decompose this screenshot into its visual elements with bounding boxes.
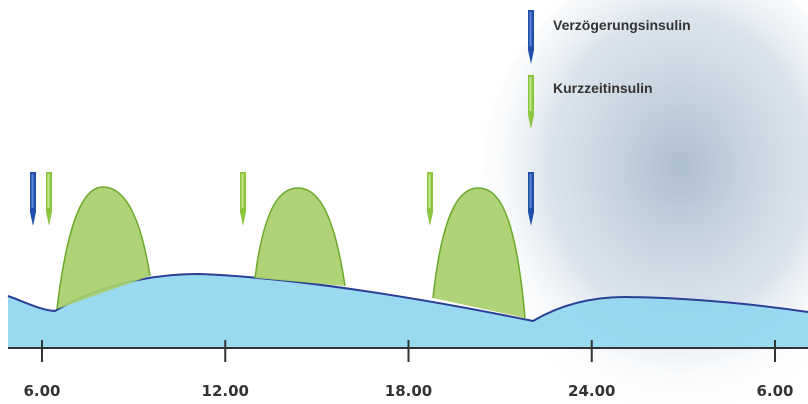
tick-label: 6.00: [23, 382, 60, 400]
pen-short-acting: [46, 172, 52, 226]
pen-short-acting: [427, 172, 433, 226]
bolus-curve: [255, 188, 345, 286]
diagram: Verzögerungsinsulin Kurzzeitinsulin 6.00…: [0, 0, 808, 404]
tick-label: 12.00: [202, 382, 249, 400]
tick-label: 18.00: [385, 382, 432, 400]
tick-label: 24.00: [568, 382, 615, 400]
pen-short-acting: [240, 172, 246, 226]
pen-long-acting: [30, 172, 36, 226]
tick-label: 6.00: [756, 382, 793, 400]
legend-label: Verzögerungsinsulin: [553, 17, 691, 33]
legend-label: Kurzzeitinsulin: [553, 80, 653, 96]
